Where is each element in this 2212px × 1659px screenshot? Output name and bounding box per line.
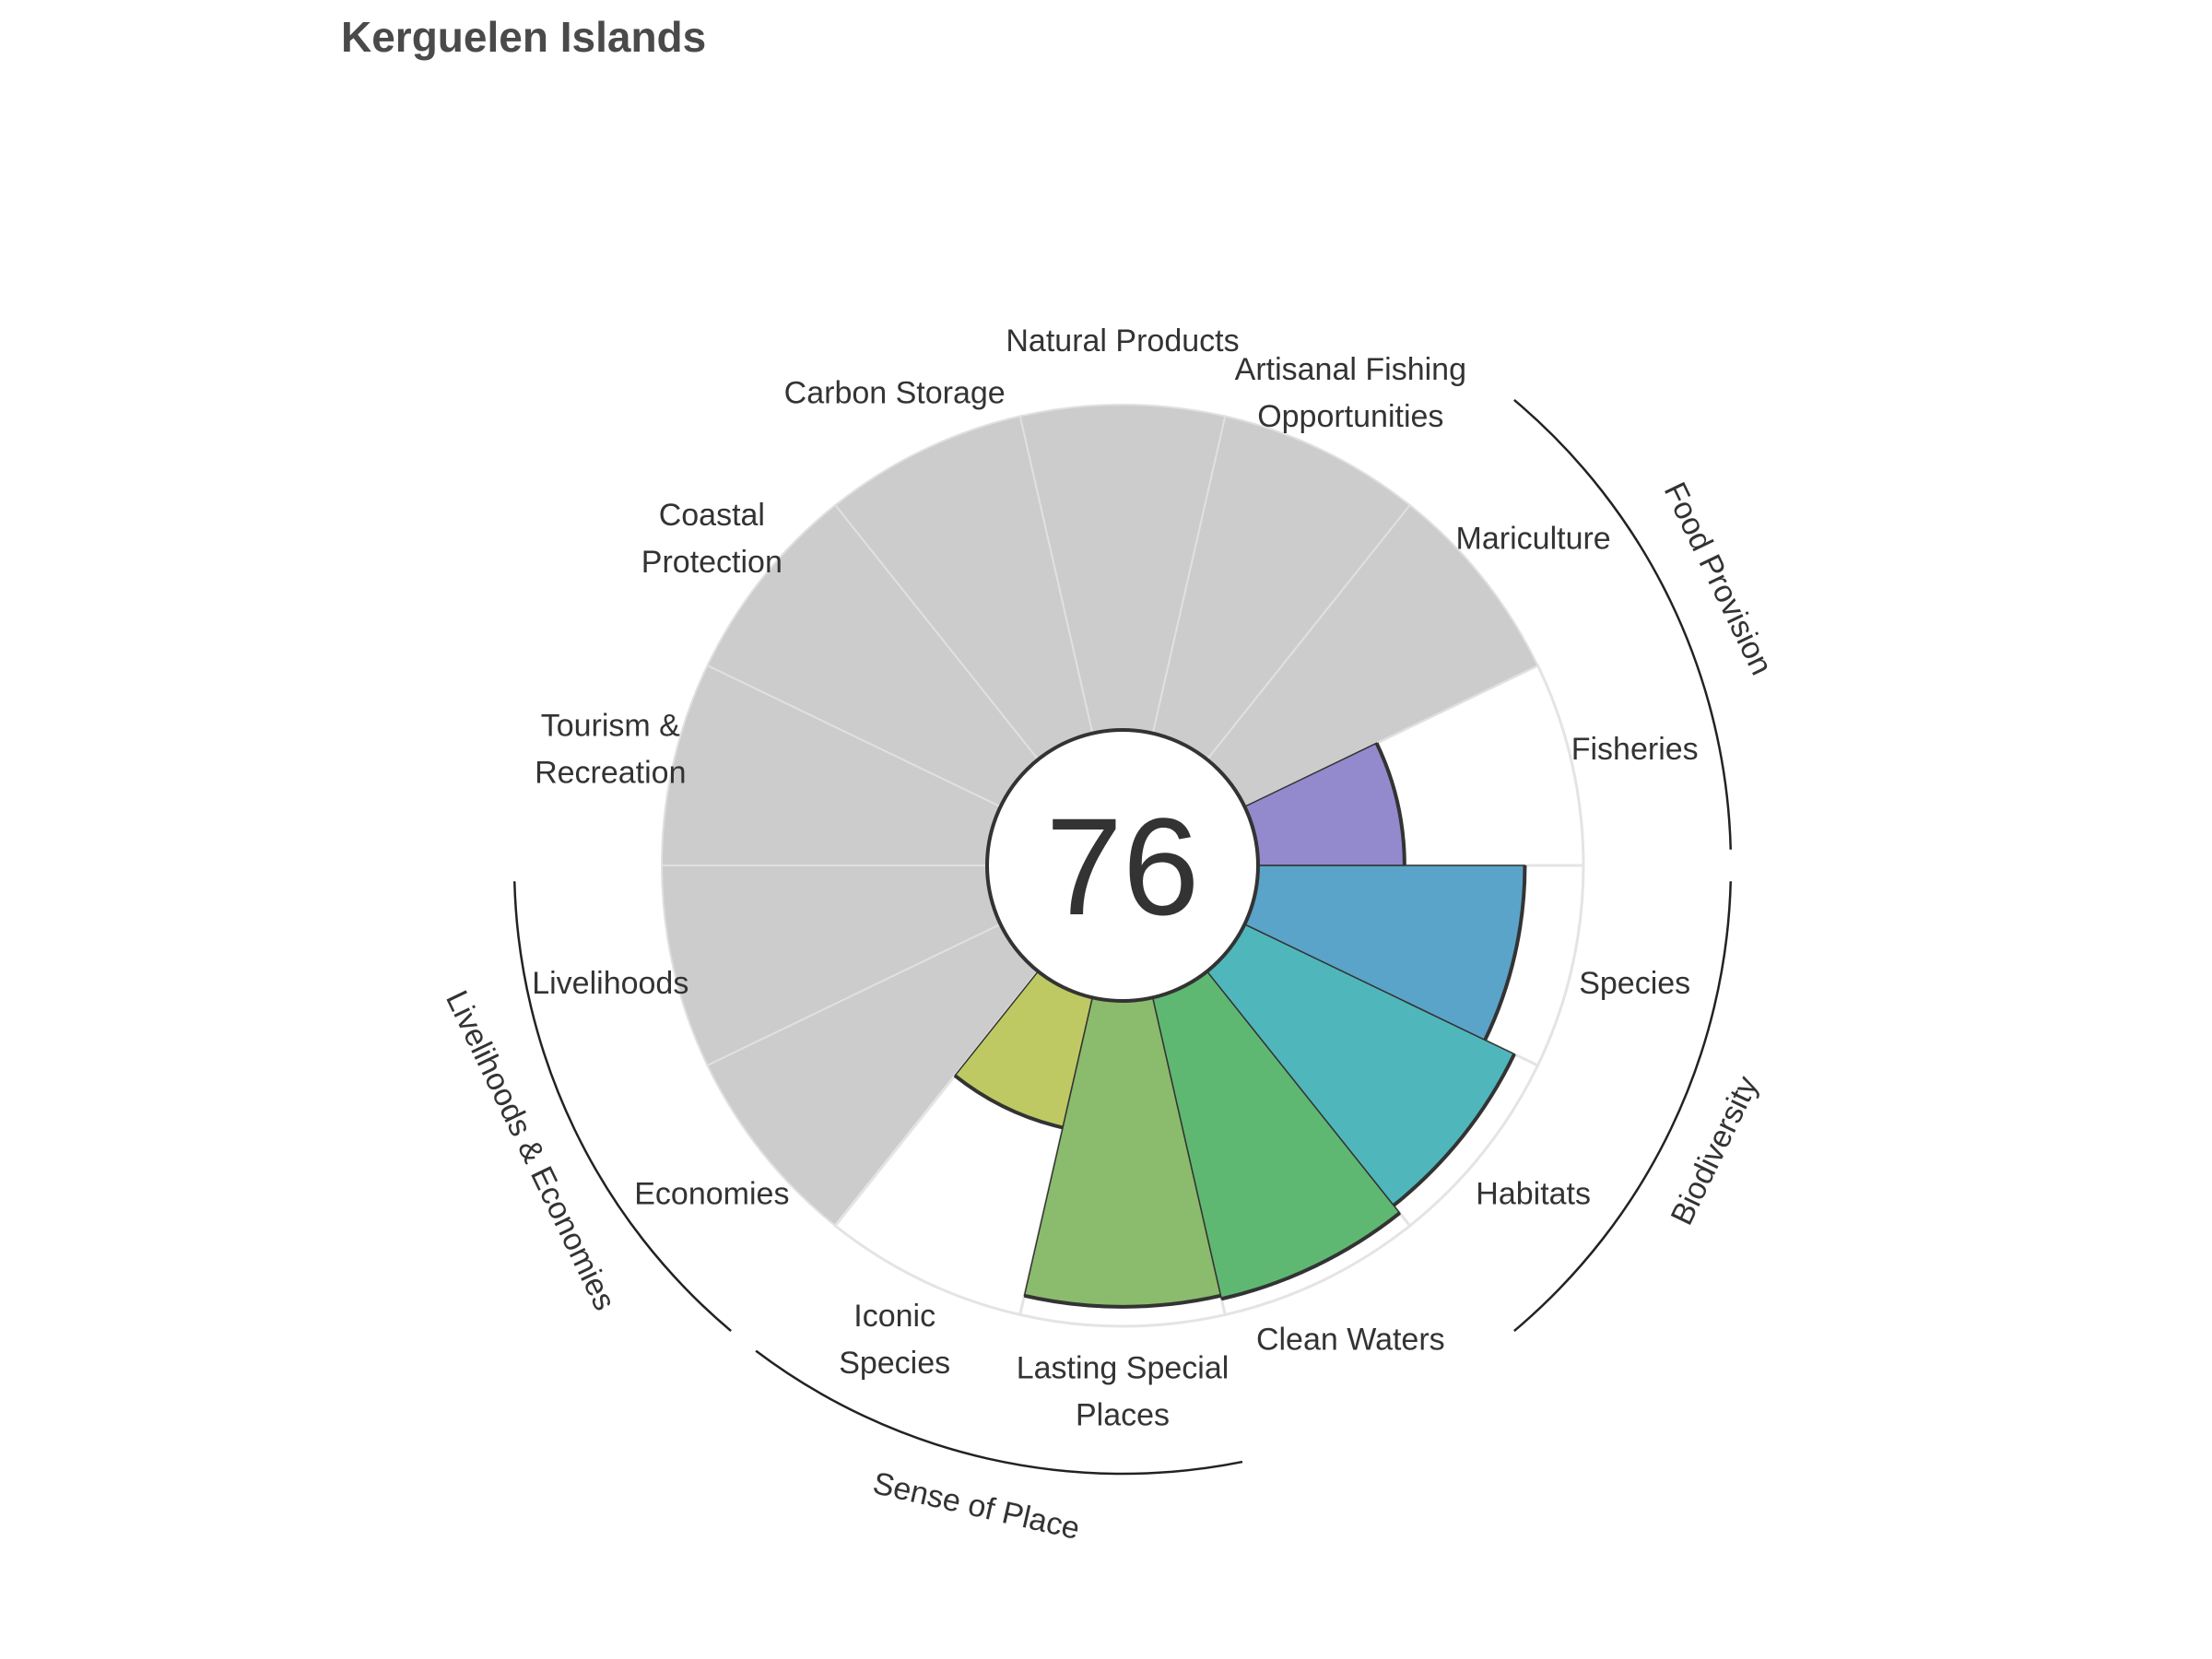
goal-label-mariculture: Mariculture bbox=[1456, 522, 1611, 557]
goal-label-economies: Economies bbox=[634, 1176, 789, 1211]
goal-label-tourism-and-recreation: Tourism & Recreation bbox=[535, 709, 686, 791]
group-label-sense-of-place: Sense of Place bbox=[870, 1465, 1083, 1547]
group-arc-sense-of-place bbox=[755, 1349, 1243, 1476]
goal-label-coastal-protection: Coastal Protection bbox=[641, 498, 782, 580]
goal-label-natural-products: Natural Products bbox=[1006, 324, 1239, 359]
center-circle bbox=[985, 728, 1260, 1003]
score-arc-clean-waters bbox=[1220, 1211, 1401, 1301]
goal-label-carbon-storage: Carbon Storage bbox=[784, 375, 1006, 410]
goal-label-livelihoods: Livelihoods bbox=[532, 966, 688, 1001]
score-arc-species bbox=[1483, 865, 1527, 1041]
goal-label-fisheries: Fisheries bbox=[1571, 732, 1699, 767]
group-label-biodiversity: Biodiversity bbox=[1665, 1071, 1766, 1230]
score-arc-fisheries bbox=[1374, 742, 1406, 866]
goal-label-iconic-species: Iconic Species bbox=[839, 1299, 950, 1381]
group-arc-food-provision bbox=[1513, 398, 1733, 850]
score-petals bbox=[953, 742, 1527, 1309]
chart-title: Kerguelen Islands bbox=[341, 13, 706, 61]
score-arc-iconic-species bbox=[953, 1074, 1064, 1130]
goal-label-clean-waters: Clean Waters bbox=[1256, 1323, 1445, 1358]
score-arc-habitats bbox=[1392, 1053, 1516, 1207]
goal-label-species: Species bbox=[1579, 966, 1690, 1001]
goal-label-habitats: Habitats bbox=[1476, 1176, 1591, 1211]
group-label-food-provision: Food Provision bbox=[1657, 477, 1780, 680]
overall-score: 76 bbox=[1046, 789, 1200, 944]
goal-label-artisanal-fishing-opportunities: Artisanal Fishing Opportunities bbox=[1235, 352, 1466, 434]
group-arc-livelihoods-and-economies bbox=[512, 881, 732, 1333]
score-arc-lasting-special-places bbox=[1024, 1293, 1221, 1309]
group-arc-biodiversity bbox=[1513, 881, 1733, 1333]
group-label-livelihoods-and-economies: Livelihoods & Economies bbox=[439, 985, 622, 1316]
goal-label-lasting-special-places: Lasting Special Places bbox=[1017, 1351, 1230, 1433]
goal-labels: Fisheries Mariculture Artisanal Fishing Opp… bbox=[532, 324, 1698, 1433]
